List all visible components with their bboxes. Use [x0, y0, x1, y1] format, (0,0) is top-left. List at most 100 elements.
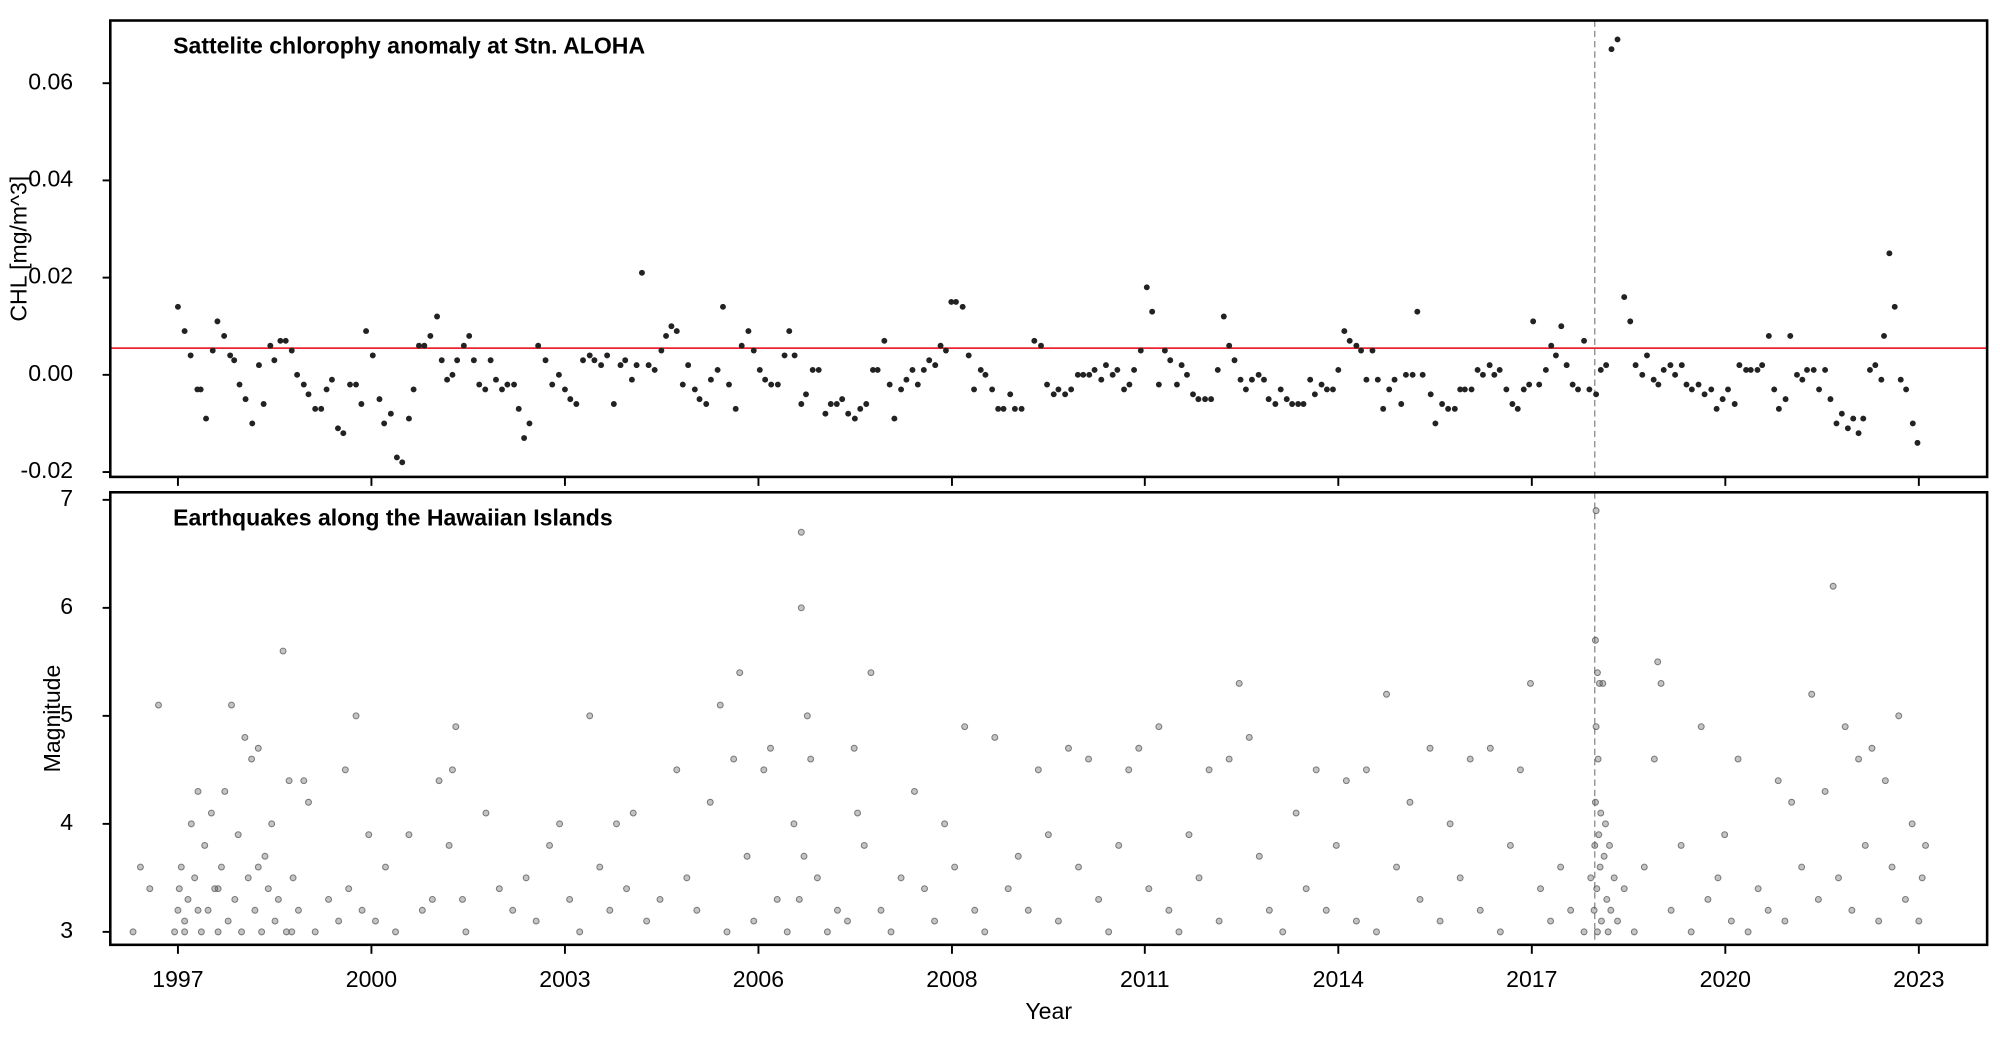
data-point: [622, 357, 629, 364]
data-point: [1330, 386, 1336, 393]
data-point: [1569, 381, 1576, 388]
data-point: [617, 362, 624, 369]
data-point: [851, 415, 858, 422]
data-point: [1362, 766, 1370, 774]
data-point: [236, 381, 243, 388]
data-point: [886, 381, 893, 388]
data-point: [249, 420, 256, 427]
data-point: [860, 841, 868, 849]
data-point: [716, 701, 724, 709]
data-point: [1393, 863, 1401, 871]
data-point: [1075, 863, 1082, 871]
data-point: [1593, 391, 1600, 398]
data-point: [1190, 391, 1196, 398]
data-point: [542, 357, 549, 364]
data-point: [369, 352, 376, 359]
data-point: [449, 371, 456, 378]
data-point: [1596, 863, 1604, 871]
data-point: [911, 787, 918, 795]
data-point: [1575, 386, 1581, 393]
data-point: [323, 386, 330, 393]
data-point: [795, 896, 803, 903]
data-point: [887, 928, 895, 936]
data-point: [1527, 679, 1534, 687]
data-point: [981, 928, 989, 936]
data-point: [1300, 401, 1307, 407]
data-point: [1398, 401, 1405, 407]
data-point: [1184, 371, 1190, 378]
x-tick-label: 2017: [1506, 966, 1557, 992]
data-point: [881, 337, 888, 344]
data-point: [438, 357, 445, 364]
data-point: [1683, 381, 1690, 388]
data-point: [783, 928, 791, 936]
data-point: [318, 405, 325, 412]
data-point: [745, 328, 752, 335]
data-point: [1307, 376, 1314, 383]
data-point: [217, 863, 225, 871]
data-point: [1000, 405, 1007, 412]
data-point: [803, 712, 811, 720]
data-point: [1878, 376, 1885, 383]
data-point: [839, 396, 846, 403]
data-point: [1353, 342, 1360, 349]
data-point: [1409, 371, 1416, 378]
data-point: [1479, 371, 1486, 378]
data-point: [1044, 381, 1050, 388]
data-point: [1822, 367, 1829, 373]
data-point: [1804, 367, 1810, 373]
data-point: [325, 896, 333, 903]
data-point: [1323, 386, 1330, 393]
data-point: [845, 410, 852, 417]
data-point: [1855, 755, 1863, 763]
data-point: [201, 841, 209, 849]
data-point: [991, 733, 999, 741]
data-point: [807, 755, 815, 763]
data-point: [1627, 318, 1634, 325]
data-point: [204, 906, 212, 914]
data-point: [452, 723, 460, 731]
data-point: [1358, 347, 1365, 354]
data-point: [1530, 318, 1537, 325]
data-point: [1875, 917, 1883, 925]
data-point: [282, 337, 289, 344]
data-point: [1867, 367, 1873, 373]
data-point: [951, 863, 959, 871]
data-point: [1295, 401, 1302, 407]
data-point: [181, 928, 189, 936]
data-point: [1131, 367, 1138, 373]
data-point: [1436, 917, 1444, 925]
data-point: [1380, 405, 1387, 412]
data-point: [267, 342, 274, 349]
data-point: [248, 755, 256, 763]
data-point: [604, 352, 611, 359]
data-point: [1137, 347, 1144, 354]
data-point: [1734, 755, 1742, 763]
data-point: [1173, 381, 1180, 388]
data-point: [476, 381, 483, 388]
data-point: [1476, 906, 1484, 914]
x-tick-label: 1997: [152, 966, 203, 992]
data-point: [921, 885, 928, 893]
data-point: [1833, 420, 1840, 427]
data-point: [171, 928, 179, 936]
panel-title: Earthquakes along the Hawaiian Islands: [173, 504, 613, 530]
data-point: [207, 809, 215, 817]
data-point: [1516, 766, 1524, 774]
data-point: [393, 454, 400, 461]
data-point: [1225, 755, 1233, 763]
data-point: [822, 410, 829, 417]
data-point: [1062, 391, 1069, 398]
data-point: [1630, 928, 1638, 936]
data-point: [495, 885, 503, 893]
data-point: [1719, 396, 1726, 403]
data-point: [941, 820, 949, 828]
data-point: [1318, 381, 1325, 388]
data-point: [707, 376, 714, 383]
data-point: [376, 396, 383, 403]
data-point: [874, 367, 881, 373]
data-point: [1799, 376, 1806, 383]
data-point: [294, 371, 301, 378]
